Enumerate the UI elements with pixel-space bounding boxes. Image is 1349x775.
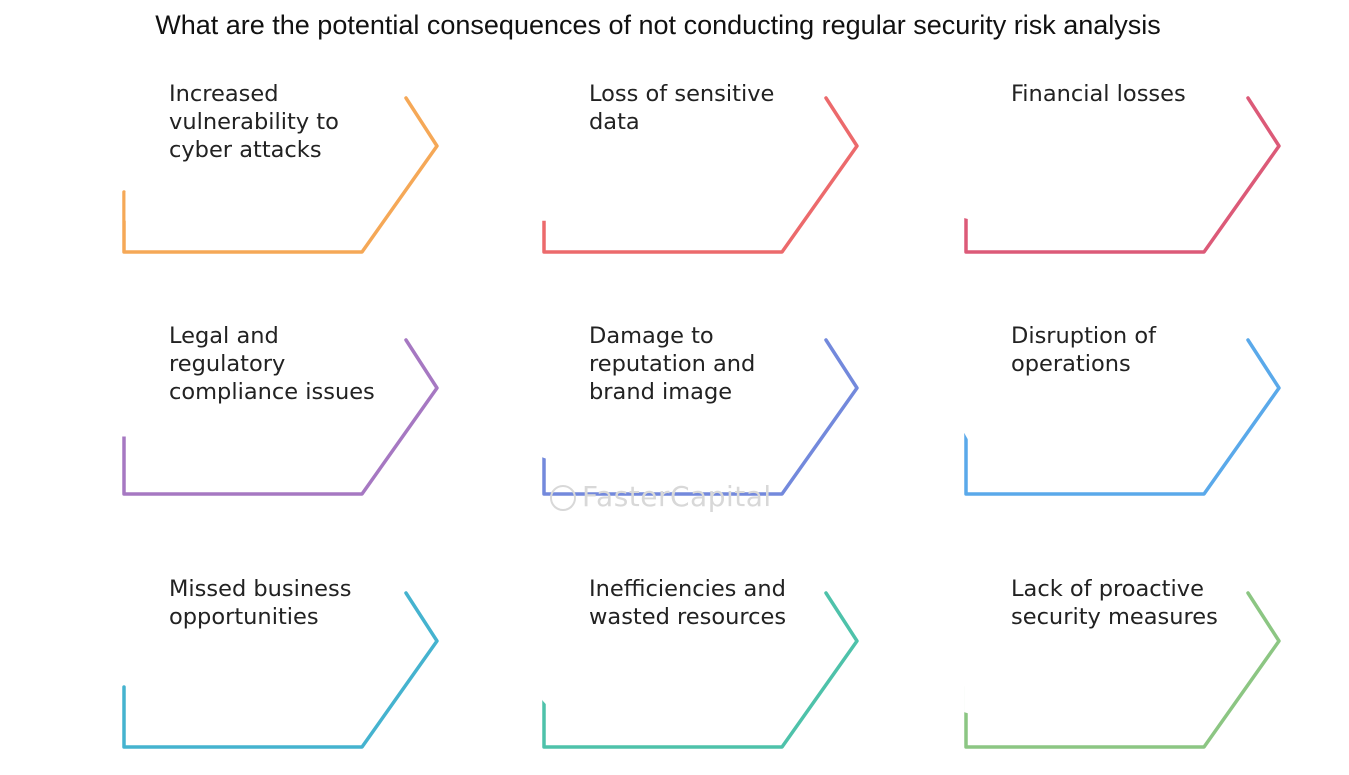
consequence-card-2: 2 Loss of sensitive data	[482, 80, 882, 280]
consequence-label: Legal and regulatory compliance issues	[169, 322, 384, 406]
consequence-card-1: 1 Increased vulnerability to cyber attack…	[62, 80, 462, 280]
consequence-label: Inefficiencies and wasted resources	[589, 575, 804, 631]
watermark-logo-icon	[550, 485, 576, 511]
consequence-card-6: 6 Disruption of operations	[904, 322, 1304, 522]
watermark: FasterCapital	[550, 480, 772, 513]
watermark-text: FasterCapital	[582, 480, 772, 513]
consequence-card-8: 8 Inefficiencies and wasted resources	[482, 575, 882, 775]
consequence-label: Disruption of operations	[1011, 322, 1226, 378]
consequence-card-3: 3 Financial losses	[904, 80, 1304, 280]
consequence-label: Loss of sensitive data	[589, 80, 804, 136]
consequence-label: Lack of proactive security measures	[1011, 575, 1226, 631]
consequence-card-9: 9 Lack of proactive security measures	[904, 575, 1304, 775]
consequence-card-4: 4 Legal and regulatory compliance issues	[62, 322, 462, 522]
consequence-label: Increased vulnerability to cyber attacks	[169, 80, 384, 164]
consequence-label: Missed business opportunities	[169, 575, 384, 631]
consequence-label: Damage to reputation and brand image	[589, 322, 804, 406]
consequence-card-7: 7 Missed business opportunities	[62, 575, 462, 775]
consequence-label: Financial losses	[1011, 80, 1226, 108]
